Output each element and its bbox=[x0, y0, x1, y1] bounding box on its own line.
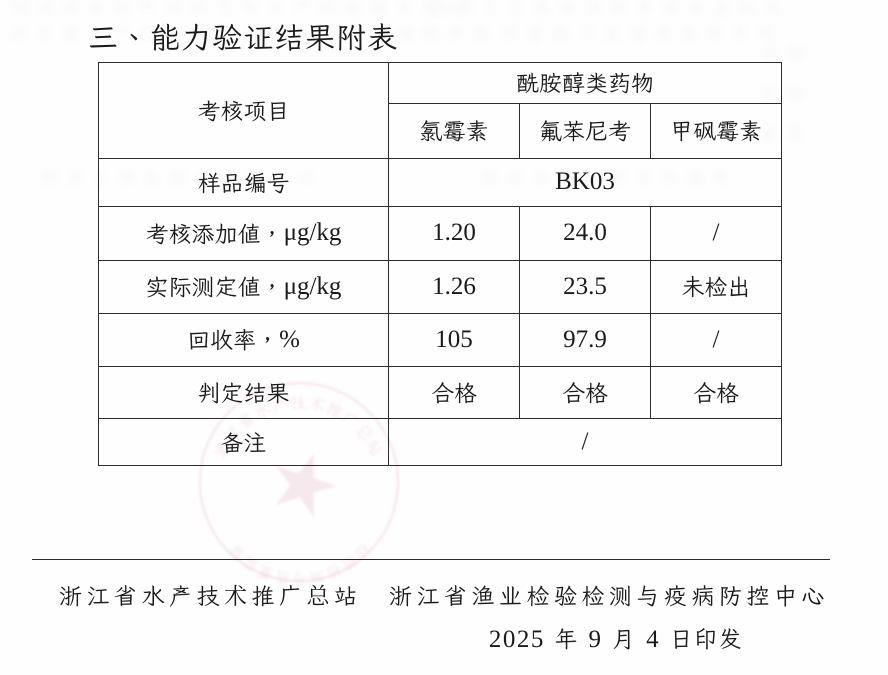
svg-text:检验检测与质量监督: 检验检测与质量监督 bbox=[224, 539, 374, 586]
svg-text:结 果 汇 总 表 格 说 明 事 项 备 查 档 案: 结 果 汇 总 表 格 说 明 事 项 备 查 档 案 bbox=[430, 0, 782, 20]
svg-text:质 量 技 术 监 督 局 备 案 号 码: 质 量 技 术 监 督 局 备 案 号 码 bbox=[500, 19, 776, 46]
svg-text:浙江省水产技术推广总站: 浙江省水产技术推广总站 bbox=[208, 390, 389, 461]
